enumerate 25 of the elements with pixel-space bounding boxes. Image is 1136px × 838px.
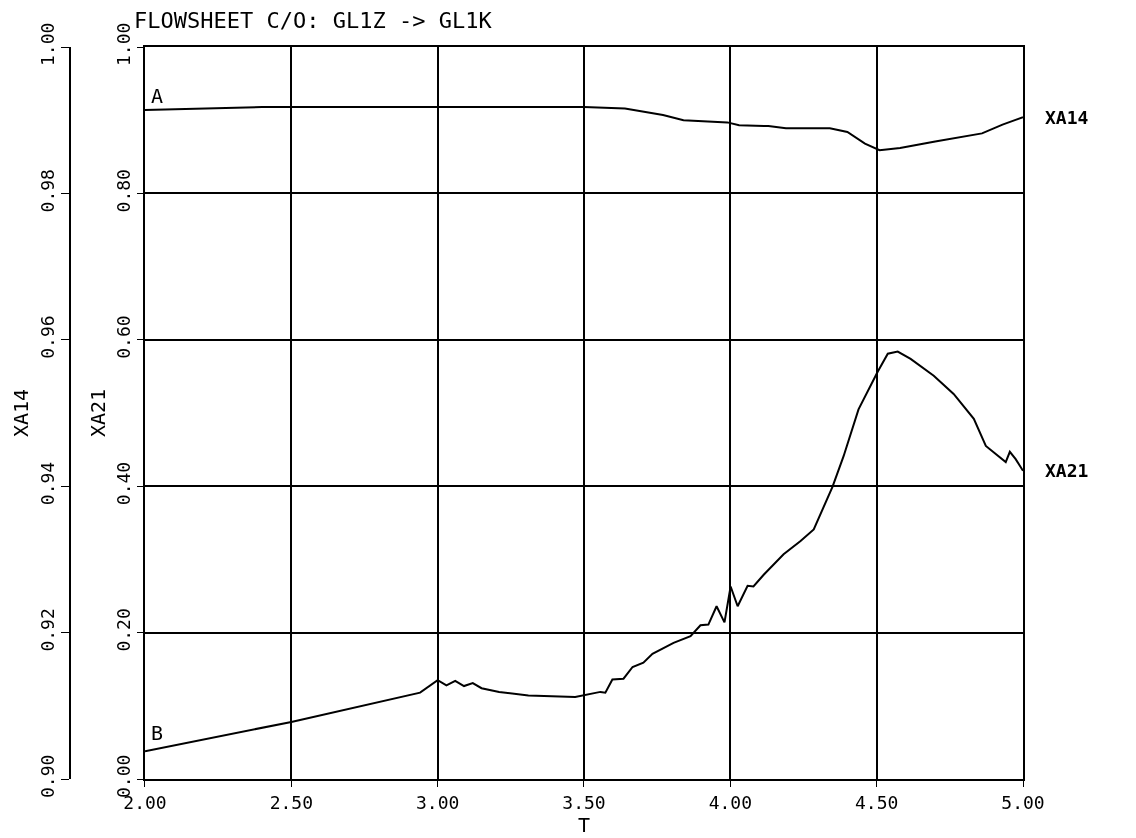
annotation: B [151,721,164,745]
series-label: XA14 [1045,107,1089,128]
annotation: A [151,84,164,108]
x-tick-label: 3.50 [562,791,606,813]
x-tick-label: 4.50 [854,791,899,813]
x-tick-label: 4.00 [708,791,752,813]
y-tick-label: 0.40 [112,461,134,506]
series-label: XA21 [1045,460,1089,481]
x-tick-label: 5.00 [1001,791,1045,813]
y2-axis-title: XA14 [8,388,33,438]
x-tick-label: 2.50 [269,791,313,813]
y-axis-title: XA21 [85,388,110,438]
y-tick-label: 1.00 [112,22,134,66]
x-tick-label: 3.00 [415,791,460,813]
y-tick-label: 0.20 [112,608,134,652]
y2-tick-label: 0.90 [36,754,58,798]
y-tick-label: 0.80 [112,169,134,213]
y2-tick-label: 0.94 [36,461,58,506]
y2-tick-label: 0.92 [36,608,58,652]
x-axis-title: T [577,812,591,837]
y-tick-label: 0.60 [112,315,134,359]
chart-title: FLOWSHEET C/O: GL1Z -> GL1K [134,7,493,33]
y2-tick-label: 0.96 [36,315,58,359]
y2-tick-label: 1.00 [36,22,58,66]
y2-tick-label: 0.98 [36,169,58,213]
